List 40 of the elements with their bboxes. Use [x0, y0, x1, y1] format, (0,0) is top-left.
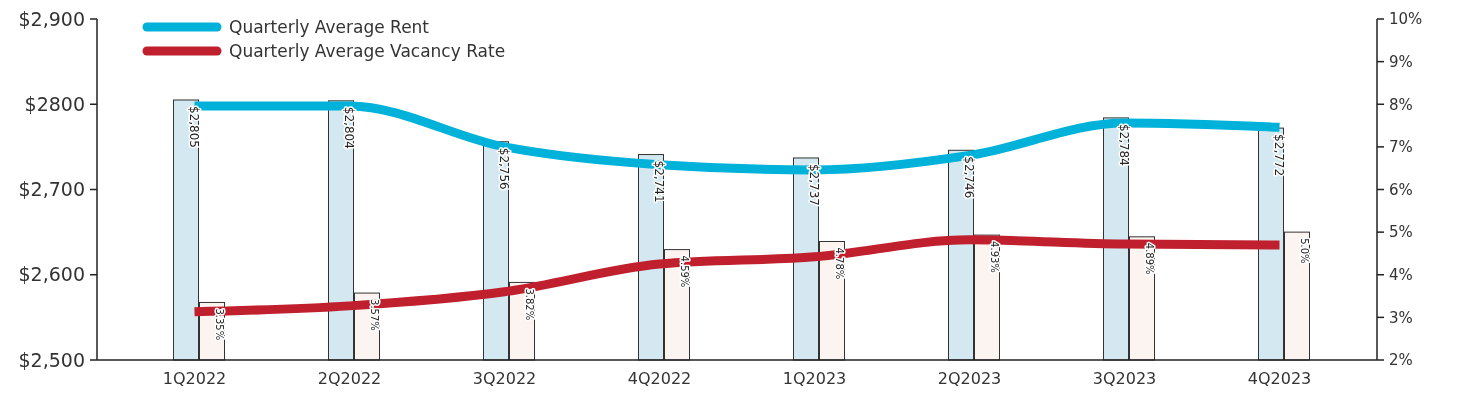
- data-label: 3.82%: [524, 288, 535, 321]
- y-tick-label: $2,700: [18, 178, 85, 201]
- data-label: 3.35%: [214, 308, 225, 341]
- data-label: $2,772: [1272, 134, 1286, 177]
- y-tick-label: $2,500: [18, 348, 85, 371]
- data-label: 4.78%: [834, 247, 845, 280]
- y-tick-label: $2,900: [18, 7, 85, 30]
- y2-tick-label: 8%: [1389, 95, 1413, 114]
- y2-tick-label: 3%: [1389, 308, 1413, 327]
- data-label: $2,784: [1117, 123, 1131, 166]
- data-label: $2,805: [187, 105, 201, 148]
- x-tick-label: 3Q2023: [1092, 369, 1157, 388]
- x-tick-label: 1Q2023: [782, 369, 847, 388]
- data-label: $2,746: [962, 156, 976, 199]
- x-tick-label: 1Q2022: [162, 369, 227, 388]
- y-tick-label: $2,600: [18, 263, 85, 286]
- y2-tick-label: 2%: [1389, 351, 1413, 370]
- legend-label: Quarterly Average Vacancy Rate: [229, 40, 506, 61]
- data-label: 4.59%: [679, 255, 690, 288]
- data-label: 4.93%: [989, 241, 1000, 273]
- y-tick-label: $2800: [24, 92, 85, 115]
- y2-tick-label: 9%: [1389, 52, 1413, 71]
- data-label: $2,741: [652, 160, 666, 203]
- y2-tick-label: 4%: [1389, 266, 1413, 284]
- data-label: $2,756: [497, 147, 511, 190]
- y2-tick-label: 7%: [1389, 138, 1413, 157]
- x-tick-label: 2Q2023: [937, 369, 1002, 388]
- legend-label: Quarterly Average Rent: [229, 16, 430, 37]
- data-label: 4.89%: [1144, 242, 1155, 275]
- y2-tick-label: 10%: [1389, 10, 1423, 29]
- x-tick-label: 3Q2022: [472, 369, 537, 388]
- x-tick-label: 2Q2022: [317, 369, 382, 388]
- data-label: 5.0%: [1299, 238, 1310, 264]
- data-label: $2,804: [342, 106, 356, 149]
- data-label: 3.57%: [369, 299, 380, 331]
- y2-tick-label: 5%: [1389, 223, 1413, 242]
- y2-tick-label: 6%: [1389, 180, 1413, 199]
- x-tick-label: 4Q2023: [1247, 369, 1312, 388]
- x-tick-label: 4Q2022: [627, 369, 692, 388]
- data-label: $2,737: [807, 163, 821, 206]
